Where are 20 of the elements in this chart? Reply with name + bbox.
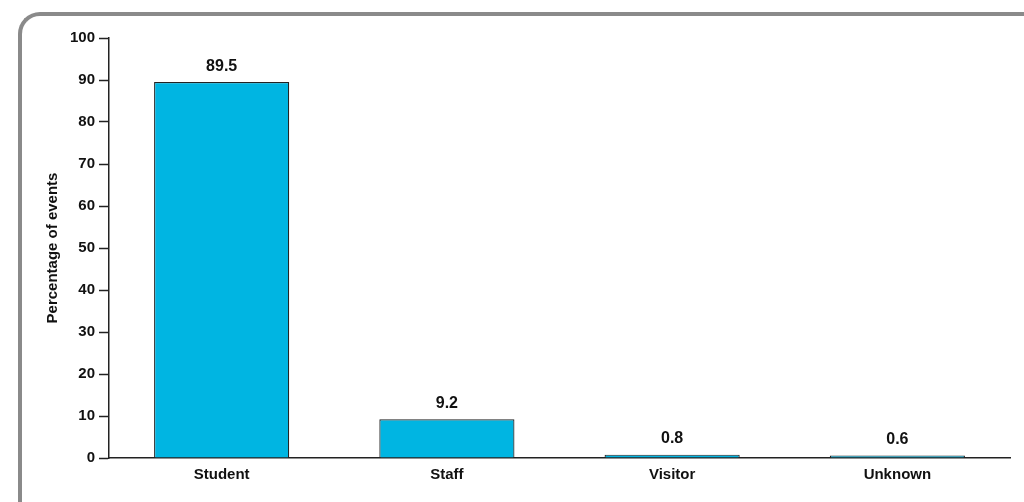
y-tick-label: 100	[70, 28, 96, 46]
y-tick-label: 60	[78, 196, 96, 214]
x-tick-label: Visitor	[648, 465, 696, 483]
x-tick-label: Unknown	[863, 465, 932, 483]
data-label: 9.2	[435, 393, 459, 411]
y-tick-label: 30	[78, 322, 96, 340]
y-tick-label: 0	[86, 448, 96, 466]
x-tick-label: Staff	[430, 465, 465, 483]
y-tick-label: 40	[78, 280, 96, 298]
y-tick-label: 90	[78, 70, 96, 88]
y-axis-title: Percentage of events	[43, 172, 61, 324]
y-tick-label: 20	[78, 364, 96, 382]
data-label: 89.5	[206, 56, 238, 74]
data-label: 0.8	[661, 429, 684, 447]
data-label: 0.6	[886, 429, 909, 447]
y-tick-label: 50	[78, 238, 96, 256]
y-tick-label: 80	[78, 112, 96, 130]
x-tick-label: Student	[193, 465, 250, 483]
y-tick-label: 70	[78, 154, 96, 172]
y-tick-label: 10	[78, 406, 96, 424]
